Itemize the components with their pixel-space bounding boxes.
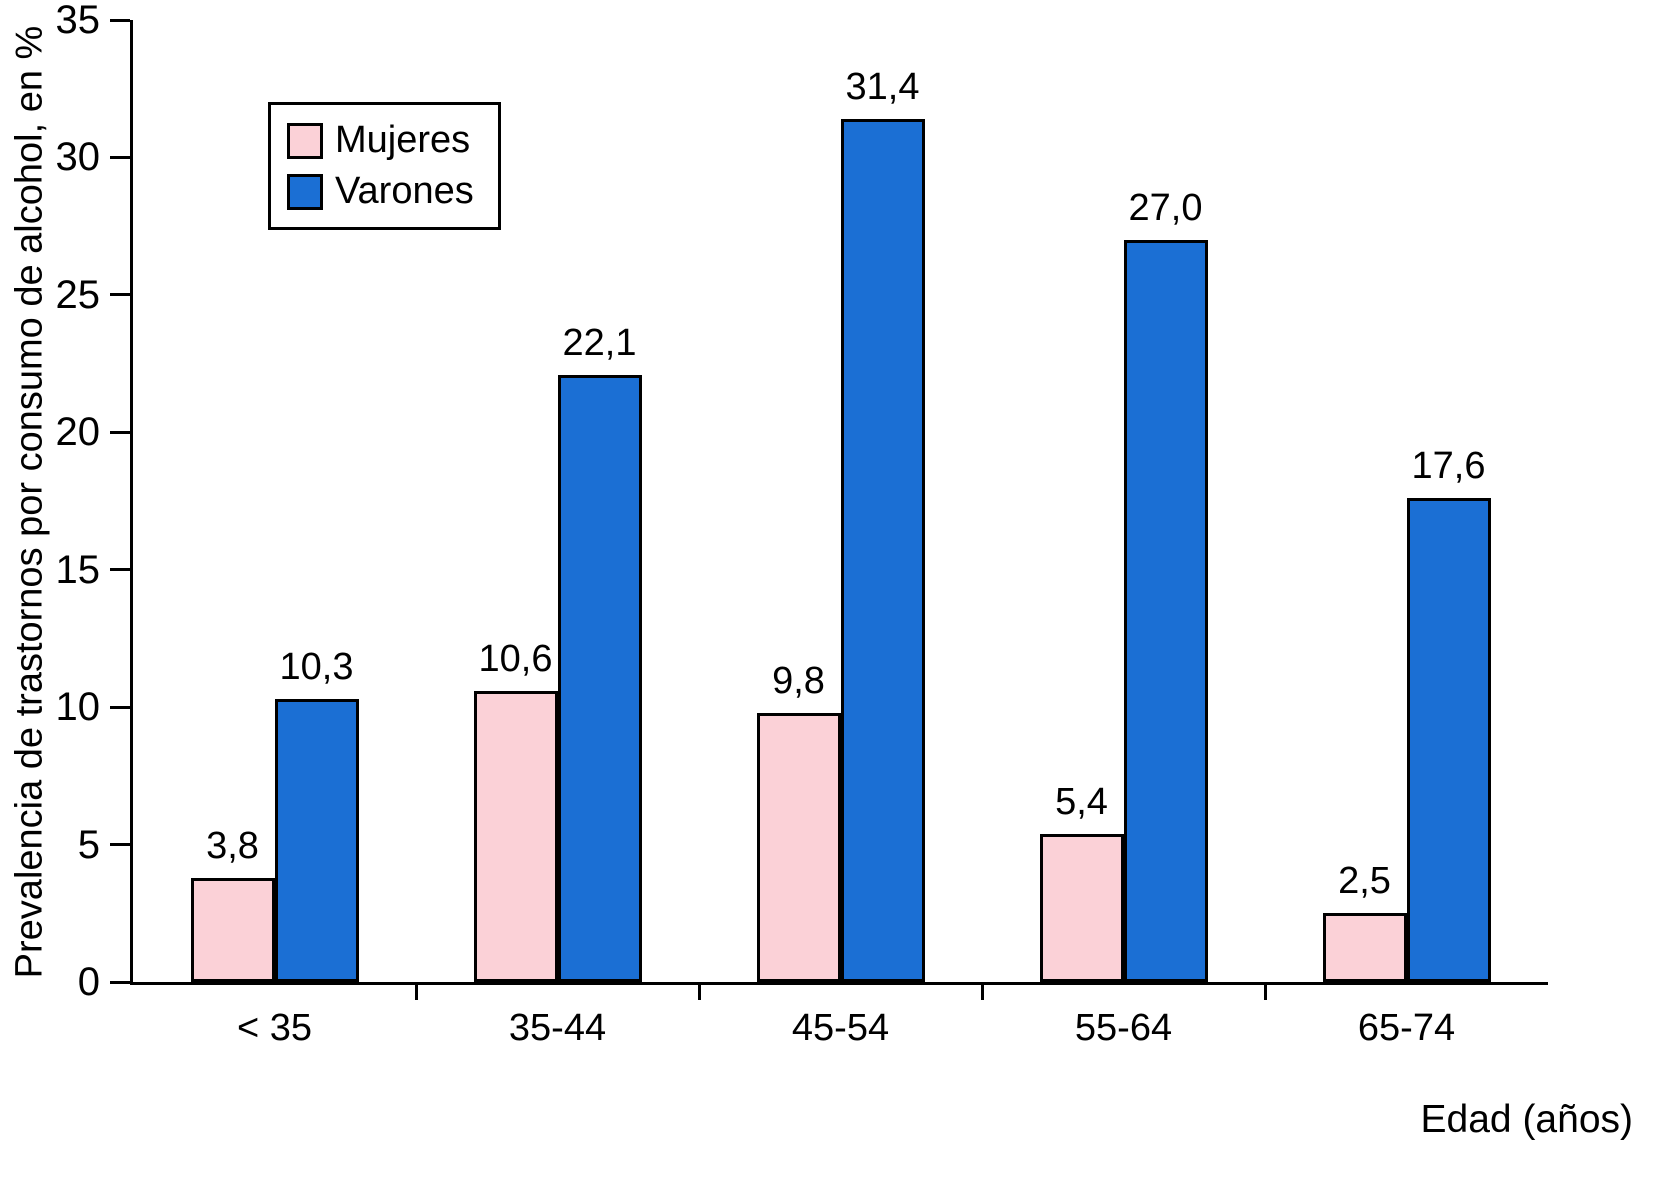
- x-category-label: 35-44: [508, 1007, 607, 1049]
- y-axis-tick: [110, 293, 130, 297]
- mujeres-bar: [1039, 833, 1124, 982]
- x-axis-tick: [980, 985, 984, 1000]
- x-axis-title: Edad (años): [1420, 1098, 1633, 1141]
- y-axis-tick-label: 35: [55, 0, 101, 42]
- bar-value-label: 9,8: [772, 659, 825, 702]
- x-axis-tick: [414, 985, 418, 1000]
- x-axis-tick: [1263, 985, 1267, 1000]
- bar-value-label: 22,1: [562, 321, 637, 364]
- varones-bar: [1123, 239, 1208, 982]
- bar-value-label: 10,6: [478, 637, 553, 680]
- y-axis-tick: [110, 155, 130, 159]
- y-axis-tick-label: 30: [55, 135, 101, 180]
- varones-bar: [557, 374, 642, 982]
- plot-area: Mujeres Varones 0 5 10 15 20 25 30 35 < 35 35-44 4…: [56, 0, 1548, 1049]
- varones-bar: [1406, 498, 1491, 982]
- y-axis-tick: [110, 568, 130, 572]
- y-axis-tick: [110, 705, 130, 709]
- y-axis-tick-label: 5: [77, 822, 100, 867]
- varones-bar: [274, 698, 359, 982]
- bar-value-label: 27,0: [1128, 186, 1203, 229]
- mujeres-bar: [190, 877, 275, 982]
- y-axis-tick-label: 10: [55, 685, 101, 730]
- x-category-label: 65-74: [1357, 1007, 1456, 1049]
- mujeres-color-swatch: [287, 122, 323, 159]
- x-category-label: < 35: [236, 1007, 313, 1049]
- mujeres-bar: [1322, 913, 1407, 982]
- legend-label-varones: Varones: [335, 170, 474, 212]
- bar-value-label: 10,3: [279, 645, 354, 688]
- y-axis-tick: [110, 18, 130, 22]
- y-axis-tick-label: 15: [55, 547, 101, 592]
- bar-value-label: 3,8: [206, 824, 259, 867]
- y-axis-tick-label: 0: [77, 960, 100, 1004]
- bar-value-label: 17,6: [1411, 445, 1486, 488]
- varones-bar: [840, 118, 925, 982]
- bar-value-label: 2,5: [1338, 860, 1391, 903]
- y-axis-tick: [110, 980, 130, 984]
- y-axis-tick-label: 25: [55, 272, 101, 317]
- mujeres-bar: [473, 690, 558, 982]
- varones-color-swatch: [287, 173, 323, 210]
- bar-value-label: 31,4: [845, 65, 920, 108]
- bar-value-label: 5,4: [1055, 780, 1108, 823]
- x-category-label: 55-64: [1074, 1007, 1173, 1049]
- legend-item-varones: Varones: [287, 170, 474, 213]
- x-category-label: 45-54: [791, 1007, 890, 1049]
- y-axis-tick: [110, 843, 130, 847]
- legend-label-mujeres: Mujeres: [335, 119, 471, 161]
- legend: Mujeres Varones: [268, 102, 501, 230]
- y-axis-tick-label: 20: [55, 410, 101, 455]
- legend-item-mujeres: Mujeres: [287, 119, 474, 162]
- y-axis-tick: [110, 430, 130, 434]
- x-axis-tick: [697, 985, 701, 1000]
- mujeres-bar: [756, 712, 841, 982]
